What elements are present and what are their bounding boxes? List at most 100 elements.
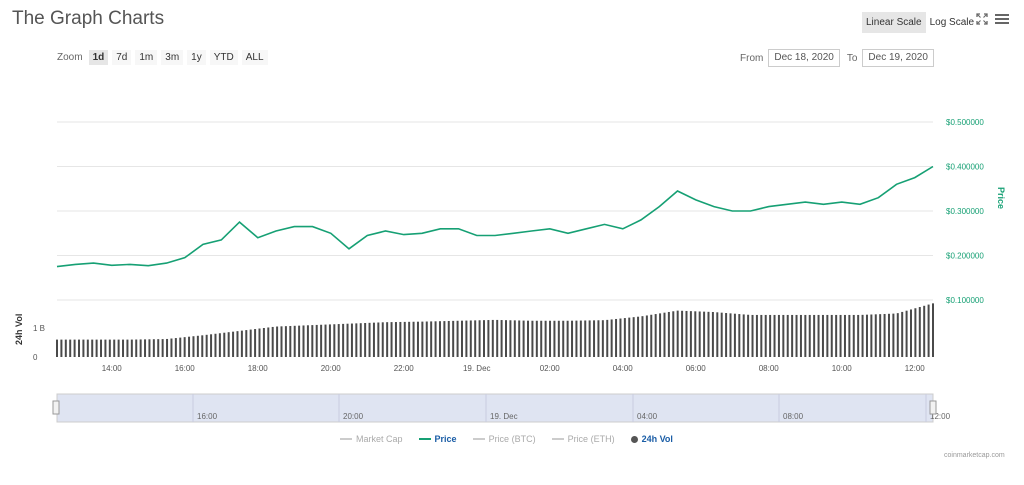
expand-icon[interactable] bbox=[975, 12, 989, 26]
zoom-1d-button[interactable]: 1d bbox=[88, 50, 109, 65]
volume-bar bbox=[416, 321, 419, 357]
volume-bar bbox=[901, 311, 904, 357]
volume-bar bbox=[729, 313, 732, 357]
volume-bar bbox=[381, 322, 384, 357]
volume-bar bbox=[342, 323, 345, 357]
credits[interactable]: coinmarketcap.com bbox=[944, 452, 1005, 459]
volume-bar bbox=[914, 308, 917, 357]
volume-bar bbox=[443, 321, 446, 357]
volume-bar bbox=[848, 314, 851, 357]
zoom-3m-button[interactable]: 3m bbox=[161, 50, 184, 65]
legend-price-btc[interactable]: Price (BTC) bbox=[472, 434, 536, 444]
volume-bar bbox=[795, 314, 798, 357]
legend-line-icon bbox=[472, 438, 485, 440]
zoom-1m-button[interactable]: 1m bbox=[135, 50, 158, 65]
volume-bar bbox=[223, 332, 226, 357]
date-range: From Dec 18, 2020 To Dec 19, 2020 bbox=[740, 49, 941, 67]
volume-bar bbox=[747, 314, 750, 357]
volume-bar bbox=[905, 310, 908, 357]
volume-bar bbox=[672, 311, 675, 357]
volume-bar bbox=[676, 310, 679, 357]
scale-toggle: Linear Scale Log Scale bbox=[862, 12, 979, 33]
volume-tick-label: 0 bbox=[33, 353, 38, 362]
volume-bar bbox=[425, 321, 428, 357]
volume-bar bbox=[535, 320, 538, 357]
zoom-1y-button[interactable]: 1y bbox=[187, 50, 206, 65]
volume-bar bbox=[188, 336, 191, 357]
volume-bar bbox=[720, 312, 723, 357]
zoom-controls: Zoom 1d 7d 1m 3m 1y YTD ALL bbox=[57, 50, 268, 65]
volume-tick-label: 1 B bbox=[33, 324, 45, 333]
volume-bar bbox=[496, 319, 499, 357]
volume-bar bbox=[315, 324, 318, 357]
zoom-ytd-button[interactable]: YTD bbox=[209, 50, 238, 65]
to-date-input[interactable]: Dec 19, 2020 bbox=[862, 49, 934, 67]
volume-bar bbox=[73, 339, 76, 357]
x-axis-ticks: 14:00 16:00 18:00 20:00 22:00 19. Dec 02:00 04:… bbox=[102, 364, 926, 373]
x-tick-label: 02:00 bbox=[540, 364, 561, 373]
volume-bar bbox=[232, 331, 235, 357]
volume-bar bbox=[689, 311, 692, 357]
volume-bar bbox=[813, 314, 816, 357]
volume-bar bbox=[491, 319, 494, 357]
volume-bar bbox=[786, 314, 789, 357]
linear-scale-button[interactable]: Linear Scale bbox=[862, 12, 926, 33]
legend-line-icon bbox=[340, 438, 352, 440]
volume-bar bbox=[619, 318, 622, 357]
legend-24h-vol[interactable]: 24h Vol bbox=[630, 434, 673, 444]
volume-bar bbox=[350, 323, 353, 357]
volume-bar bbox=[306, 325, 309, 357]
volume-bar bbox=[755, 314, 758, 357]
volume-bar bbox=[760, 314, 763, 357]
from-date-input[interactable]: Dec 18, 2020 bbox=[768, 49, 840, 67]
volume-bar bbox=[135, 339, 138, 357]
volume-bar bbox=[522, 320, 525, 357]
legend-price-eth[interactable]: Price (ETH) bbox=[551, 434, 615, 444]
volume-bar bbox=[113, 339, 116, 357]
volume-bar bbox=[553, 320, 556, 357]
volume-bar bbox=[593, 320, 596, 357]
volume-bar bbox=[469, 320, 472, 357]
x-tick-label: 14:00 bbox=[102, 364, 123, 373]
volume-bar bbox=[227, 332, 230, 357]
volume-bar bbox=[438, 321, 441, 357]
volume-bar bbox=[764, 314, 767, 357]
volume-bar bbox=[804, 314, 807, 357]
volume-bar bbox=[544, 320, 547, 357]
volume-bar bbox=[311, 325, 314, 357]
volume-bar bbox=[782, 314, 785, 357]
volume-bar bbox=[320, 324, 323, 357]
volume-bar bbox=[205, 334, 208, 357]
volume-bar bbox=[144, 339, 147, 357]
volume-bar bbox=[157, 339, 160, 357]
x-tick-label: 12:00 bbox=[905, 364, 926, 373]
volume-bar bbox=[82, 339, 85, 357]
volume-bar bbox=[509, 320, 512, 357]
volume-bar bbox=[641, 316, 644, 357]
volume-bar bbox=[637, 316, 640, 357]
hamburger-menu-icon[interactable] bbox=[995, 12, 1009, 26]
volume-bar bbox=[879, 314, 882, 357]
volume-bar bbox=[830, 314, 833, 357]
volume-bar bbox=[698, 311, 701, 357]
volume-bar bbox=[460, 320, 463, 357]
volume-bar bbox=[456, 320, 459, 357]
legend-line-icon bbox=[551, 438, 564, 440]
volume-bar bbox=[95, 339, 98, 357]
volume-bar bbox=[372, 322, 375, 357]
volume-bar bbox=[192, 336, 195, 357]
legend: Market Cap Price Price (BTC) Price (ETH)… bbox=[340, 434, 673, 444]
zoom-7d-button[interactable]: 7d bbox=[112, 50, 132, 65]
volume-bar bbox=[86, 339, 89, 357]
navigator-tick-label: 08:00 bbox=[783, 412, 804, 421]
volume-bar bbox=[100, 339, 103, 357]
log-scale-button[interactable]: Log Scale bbox=[925, 12, 979, 33]
x-tick-label: 19. Dec bbox=[463, 364, 491, 373]
legend-market-cap[interactable]: Market Cap bbox=[340, 434, 403, 444]
volume-bar bbox=[685, 310, 688, 357]
zoom-all-button[interactable]: ALL bbox=[241, 50, 268, 65]
legend-price[interactable]: Price bbox=[418, 434, 457, 444]
volume-bar bbox=[694, 311, 697, 357]
price-tick-label: $0.500000 bbox=[946, 118, 984, 127]
